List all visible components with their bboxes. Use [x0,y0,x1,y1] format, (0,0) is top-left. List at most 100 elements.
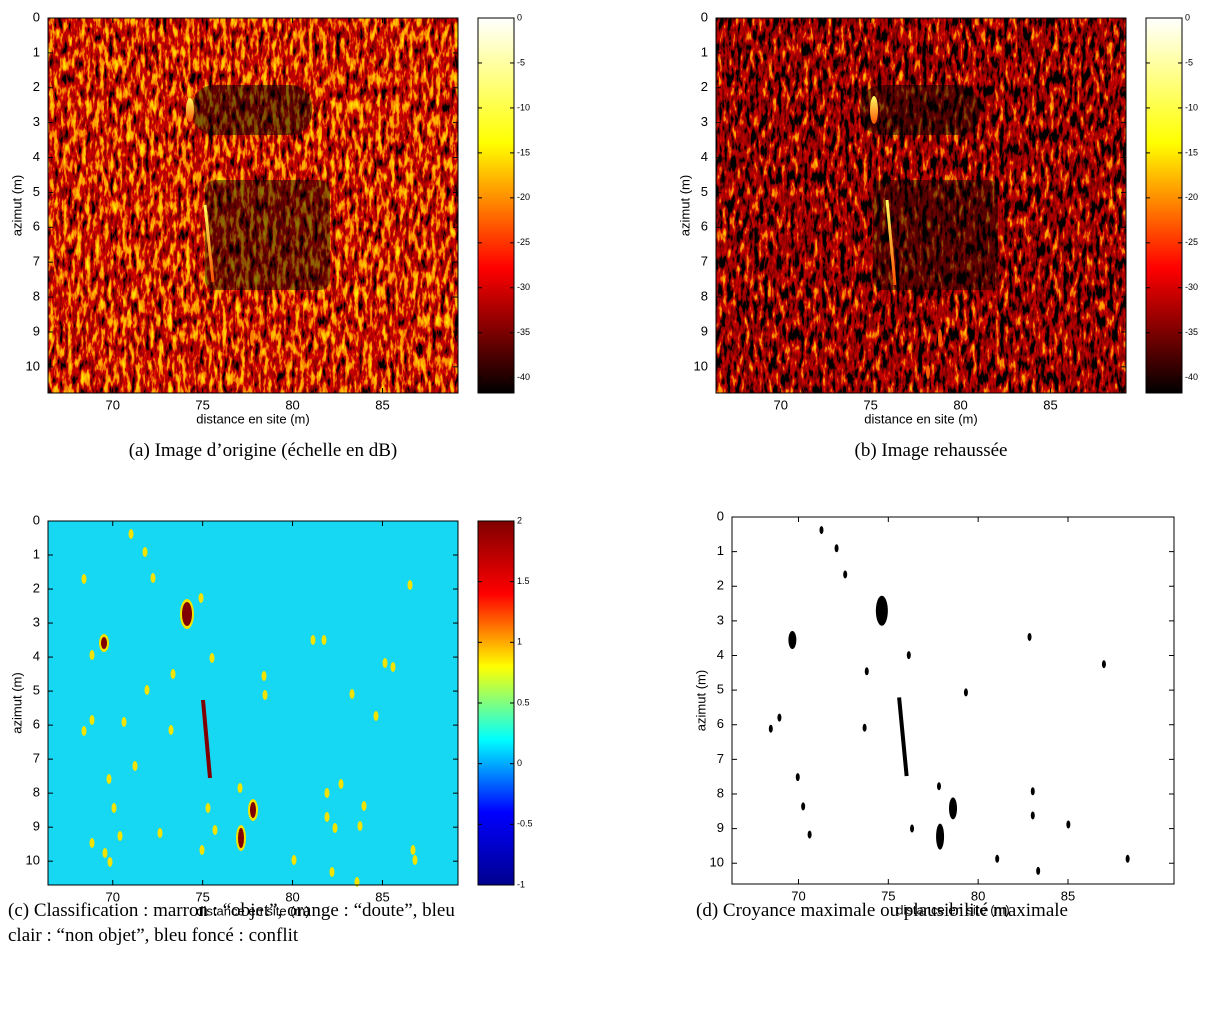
colorbar-tick-label: 2 [517,515,522,525]
y-tick-label: 6 [33,219,40,234]
image-c [48,521,458,887]
colorbar-tick-label: -5 [517,57,525,67]
y-tick-label: 4 [701,149,708,164]
y-tick-label: 10 [694,358,708,373]
blob [89,838,95,848]
blob [144,685,150,695]
y-tick-label: 1 [701,44,708,59]
blob [1125,854,1130,863]
colorbar-tick-label: -35 [517,327,530,337]
blob [128,529,134,539]
blob [261,671,267,681]
blob [777,713,782,722]
y-axis-label: azimut (m) [9,175,24,236]
y-tick-label: 0 [33,512,40,527]
object [238,828,244,848]
blob [407,580,413,590]
y-tick-label: 9 [717,820,724,835]
x-tick-label: 70 [774,397,788,412]
y-tick-label: 1 [33,546,40,561]
blob [132,761,138,771]
y-tick-label: 4 [33,149,40,164]
x-tick-label: 75 [195,889,209,904]
caption: (c) Classification : marron : “objet”, o… [8,900,455,946]
blob [768,724,773,733]
blob [81,726,87,736]
y-tick-label: 7 [33,751,40,766]
y-tick-label: 1 [717,543,724,558]
object [875,595,888,626]
x-tick-label: 80 [285,889,299,904]
x-tick-label: 70 [106,397,120,412]
colorbar-tick-label: 0 [517,758,522,768]
y-tick-label: 1 [33,44,40,59]
axes-frame [715,17,1127,394]
object [936,823,945,850]
object [949,797,957,820]
blob [262,690,268,700]
x-tick-label: 75 [881,888,895,903]
object [182,602,192,626]
colorbar [477,17,515,394]
y-tick-label: 5 [717,682,724,697]
y-axis-label: azimut (m) [677,175,692,236]
colorbar-tick-label: -5 [1185,57,1193,67]
x-tick-label: 85 [375,889,389,904]
x-tick-label: 80 [971,888,985,903]
blob [864,667,869,676]
y-tick-label: 9 [33,819,40,834]
y-tick-label: 3 [701,114,708,129]
y-tick-label: 8 [33,785,40,800]
y-tick-label: 3 [717,612,724,627]
blob [237,783,243,793]
blob [357,821,363,831]
x-tick-label: 70 [106,889,120,904]
colorbar-tick-label: -20 [517,192,530,202]
blob [168,725,174,735]
blob [209,653,215,663]
blob [382,658,388,668]
colorbar-tick-label: -30 [517,282,530,292]
y-tick-label: 3 [33,614,40,629]
y-tick-label: 5 [701,184,708,199]
x-axis-label: distance en site (m) [196,411,309,426]
y-tick-label: 10 [710,855,724,870]
blob [199,845,205,855]
y-tick-label: 2 [33,79,40,94]
object [897,697,909,777]
colorbar-tick-label: 1 [517,637,522,647]
colorbar-tick-label: -30 [1185,282,1198,292]
x-axis-label: distance en site (m) [896,902,1009,917]
blob [834,544,839,553]
colorbar-tick-label: -10 [517,102,530,112]
y-tick-label: 3 [33,114,40,129]
blob [81,574,87,584]
y-tick-label: 5 [33,683,40,698]
y-tick-label: 4 [717,647,724,662]
blob [321,635,327,645]
colorbar-tick-label: -40 [1185,372,1198,382]
blob [111,803,117,813]
blob [349,689,355,699]
x-axis-label: distance en site (m) [196,903,309,918]
image-d [732,517,1174,884]
y-tick-label: 5 [33,184,40,199]
y-axis-label: azimut (m) [9,672,24,733]
blob [198,593,204,603]
blob [1027,632,1032,641]
y-tick-label: 0 [33,9,40,24]
y-tick-label: 2 [717,578,724,593]
colorbar-tick-label: -15 [517,147,530,157]
colorbar-tick-label: -10 [1185,102,1198,112]
blob [89,650,95,660]
colorbar-tick-label: -20 [1185,192,1198,202]
blob [117,831,123,841]
blob [390,662,396,672]
colorbar-tick-label: -1 [517,879,525,889]
x-tick-label: 85 [1061,888,1075,903]
blob [1030,811,1035,820]
blob [1101,660,1106,669]
blob [121,717,127,727]
y-axis-label: azimut (m) [693,670,708,731]
